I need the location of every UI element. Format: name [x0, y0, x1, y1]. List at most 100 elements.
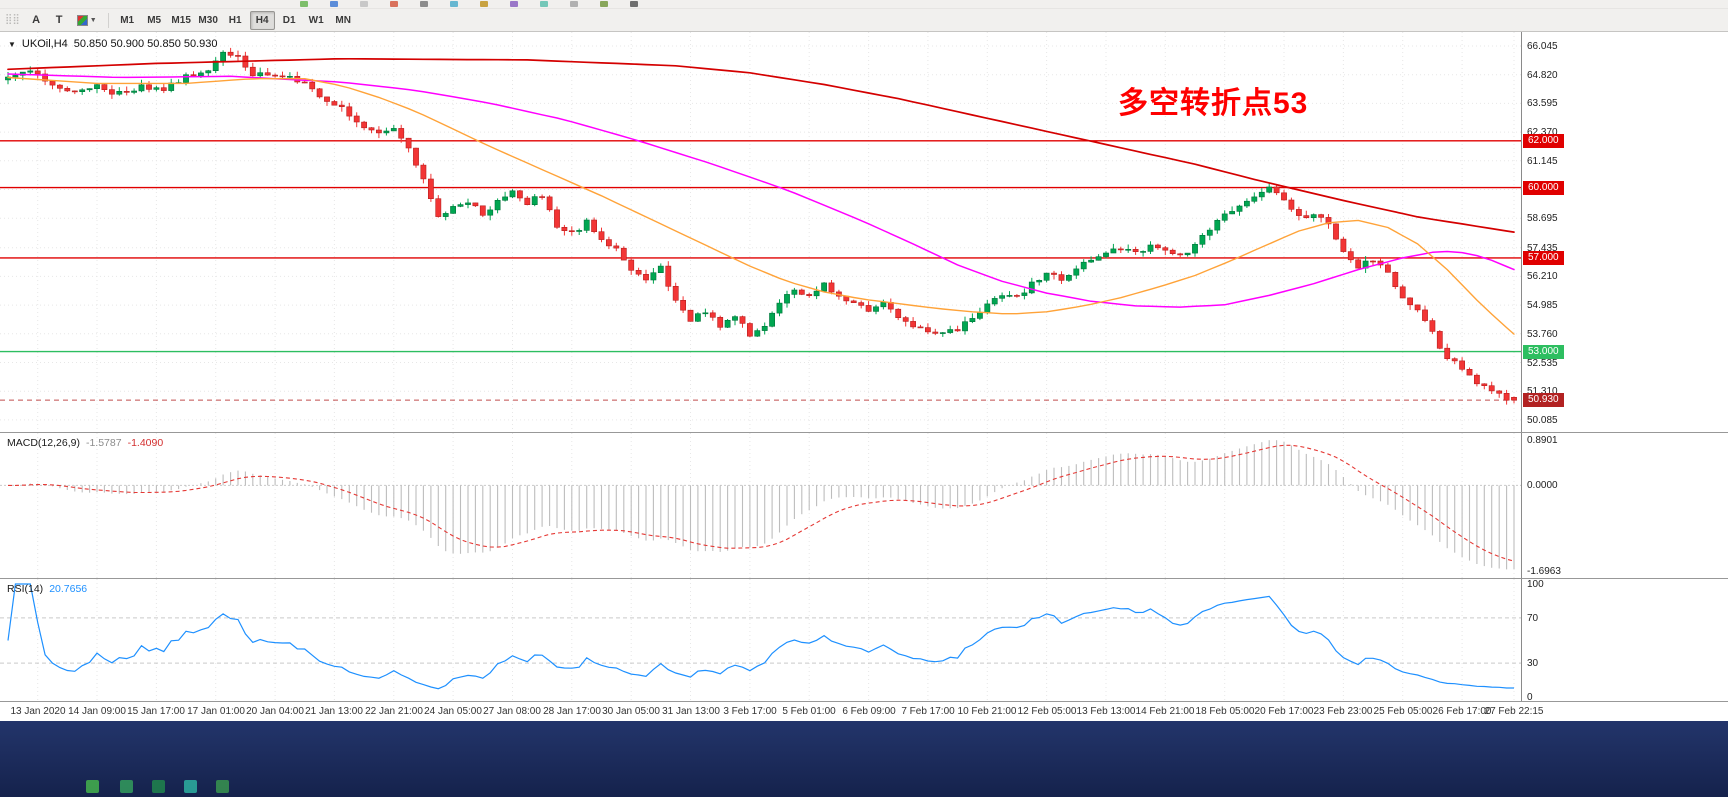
macd-signal-value: -1.4090 [127, 437, 164, 449]
price-tick-label: 66.045 [1527, 41, 1558, 52]
palette-icon [76, 14, 88, 26]
taskbar-app-icon-1[interactable] [86, 780, 99, 793]
time-tick-label: 20 Feb 17:00 [1254, 706, 1314, 717]
time-tick-label: 10 Feb 21:00 [957, 706, 1017, 717]
time-tick-label: 20 Jan 04:00 [246, 706, 304, 717]
rsi-indicator-label: RSI(14) 20.7656 [7, 583, 87, 595]
price-tick-label: 54.985 [1527, 300, 1558, 311]
timeframe-M1-button[interactable]: M1 [115, 11, 140, 30]
price-tick-label: 64.820 [1527, 70, 1558, 81]
rsi-panel[interactable]: RSI(14) 20.7656 100 70 30 0 [0, 578, 1728, 703]
time-tick-label: 26 Feb 17:00 [1432, 706, 1492, 717]
timeframe-M5-button[interactable]: M5 [142, 11, 167, 30]
rsi-axis-label: 30 [1527, 658, 1539, 669]
rsi-plot[interactable] [0, 579, 1522, 702]
rsi-axis-label: 100 [1527, 579, 1544, 590]
cropped-toolbar-row [0, 0, 1728, 9]
windows-taskbar[interactable] [0, 721, 1728, 797]
taskbar-app-icon-3[interactable] [152, 780, 165, 793]
macd-plot[interactable] [0, 433, 1522, 579]
timeframe-button-group: M1 M5 M15 M30 H1 H4 D1 W1 MN [114, 10, 357, 30]
candlestick-plot[interactable] [0, 32, 1522, 432]
time-tick-label: 6 Feb 09:00 [842, 706, 896, 717]
price-tick-label: 61.145 [1527, 156, 1558, 167]
cropped-toolbar-icon [390, 1, 398, 7]
time-tick-label: 5 Feb 01:00 [782, 706, 836, 717]
macd-axis-zero: 0.0000 [1527, 480, 1558, 491]
time-tick-label: 28 Jan 17:00 [543, 706, 601, 717]
price-line-badge: 62.000 [1523, 134, 1564, 148]
rsi-value: 20.7656 [49, 583, 88, 595]
rsi-axis-label: 70 [1527, 613, 1539, 624]
price-tick-label: 52.535 [1527, 358, 1558, 369]
macd-axis-max: 0.8901 [1527, 435, 1558, 446]
time-tick-label: 21 Jan 13:00 [305, 706, 363, 717]
price-panel[interactable]: ▼ UKOil,H4 50.850 50.900 50.850 50.930 多… [0, 32, 1728, 432]
macd-name: MACD(12,26,9) [7, 437, 80, 449]
cropped-toolbar-icon [420, 1, 428, 7]
timeframe-H4-button[interactable]: H4 [249, 10, 275, 30]
time-tick-label: 27 Jan 08:00 [483, 706, 541, 717]
time-tick-label: 13 Jan 2020 [10, 706, 66, 717]
timeframe-M15-button[interactable]: M15 [169, 11, 194, 30]
macd-panel[interactable]: MACD(12,26,9) -1.5787 -1.4090 0.8901 0.00… [0, 432, 1728, 579]
chevron-down-icon: ▼ [89, 16, 97, 24]
price-tick-label: 51.310 [1527, 386, 1558, 397]
timeframe-W1-button[interactable]: W1 [304, 11, 329, 30]
price-tick-label: 56.210 [1527, 271, 1558, 282]
time-tick-label: 18 Feb 05:00 [1195, 706, 1255, 717]
taskbar-app-icon-2[interactable] [120, 780, 133, 793]
price-line-badge: 53.000 [1523, 345, 1564, 359]
ohlc-readout: 50.850 50.900 50.850 50.930 [73, 38, 218, 50]
symbol-timeframe-label: UKOil,H4 [21, 38, 68, 50]
price-line-badge: 60.000 [1523, 181, 1564, 195]
chart-area: ▼ UKOil,H4 50.850 50.900 50.850 50.930 多… [0, 32, 1728, 721]
time-tick-label: 24 Jan 05:00 [424, 706, 482, 717]
toolbar-grip-handle[interactable]: ⣿⣿ [5, 14, 20, 25]
time-tick-label: 14 Feb 21:00 [1135, 706, 1195, 717]
cropped-toolbar-icon [630, 1, 638, 7]
macd-indicator-label: MACD(12,26,9) -1.5787 -1.4090 [7, 437, 163, 449]
time-tick-label: 23 Feb 23:00 [1313, 706, 1373, 717]
price-tick-label: 50.085 [1527, 415, 1558, 426]
cropped-toolbar-icon [540, 1, 548, 7]
one-click-trading-arrow-icon[interactable]: ▼ [8, 39, 16, 49]
time-tick-label: 14 Jan 09:00 [68, 706, 126, 717]
rsi-name: RSI(14) [7, 583, 44, 595]
arrow-tool-button[interactable]: A [26, 11, 47, 30]
price-tick-label: 63.595 [1527, 98, 1558, 109]
time-tick-label: 13 Feb 13:00 [1076, 706, 1136, 717]
cropped-toolbar-icon [450, 1, 458, 7]
cropped-toolbar-icon [600, 1, 608, 7]
time-tick-label: 30 Jan 05:00 [602, 706, 660, 717]
time-tick-label: 31 Jan 13:00 [662, 706, 720, 717]
timeframe-MN-button[interactable]: MN [331, 11, 356, 30]
time-axis[interactable]: 13 Jan 2020 14 Jan 09:00 15 Jan 17:00 17 Ja… [0, 701, 1728, 721]
taskbar-app-icon-5[interactable] [216, 780, 229, 793]
time-tick-label: 27 Feb 22:15 [1484, 706, 1544, 717]
chart-toolbar: ⣿⣿ A T ▼ M1 M5 M15 M30 H1 H4 D1 W1 MN [0, 9, 1728, 32]
toolbar-separator [107, 12, 109, 28]
cropped-toolbar-icon [360, 1, 368, 7]
time-tick-label: 17 Jan 01:00 [187, 706, 245, 717]
price-line-badge: 57.000 [1523, 251, 1564, 265]
time-tick-label: 15 Jan 17:00 [127, 706, 185, 717]
chart-text-annotation[interactable]: 多空转折点53 [1118, 87, 1309, 120]
price-tick-label: 57.435 [1527, 243, 1558, 254]
cropped-toolbar-icon [480, 1, 488, 7]
timeframe-M30-button[interactable]: M30 [196, 11, 221, 30]
time-tick-label: 3 Feb 17:00 [723, 706, 777, 717]
price-tick-label: 62.370 [1527, 127, 1558, 138]
text-tool-button[interactable]: T [49, 11, 70, 30]
timeframe-D1-button[interactable]: D1 [277, 11, 302, 30]
time-tick-label: 25 Feb 05:00 [1373, 706, 1433, 717]
taskbar-app-icon-4[interactable] [184, 780, 197, 793]
macd-main-value: -1.5787 [85, 437, 122, 449]
colors-dropdown-button[interactable]: ▼ [72, 11, 102, 30]
cropped-toolbar-icon [300, 1, 308, 7]
timeframe-H1-button[interactable]: H1 [223, 11, 248, 30]
price-tick-label: 58.695 [1527, 213, 1558, 224]
cropped-toolbar-icon [330, 1, 338, 7]
macd-axis-min: -1.6963 [1527, 566, 1561, 577]
